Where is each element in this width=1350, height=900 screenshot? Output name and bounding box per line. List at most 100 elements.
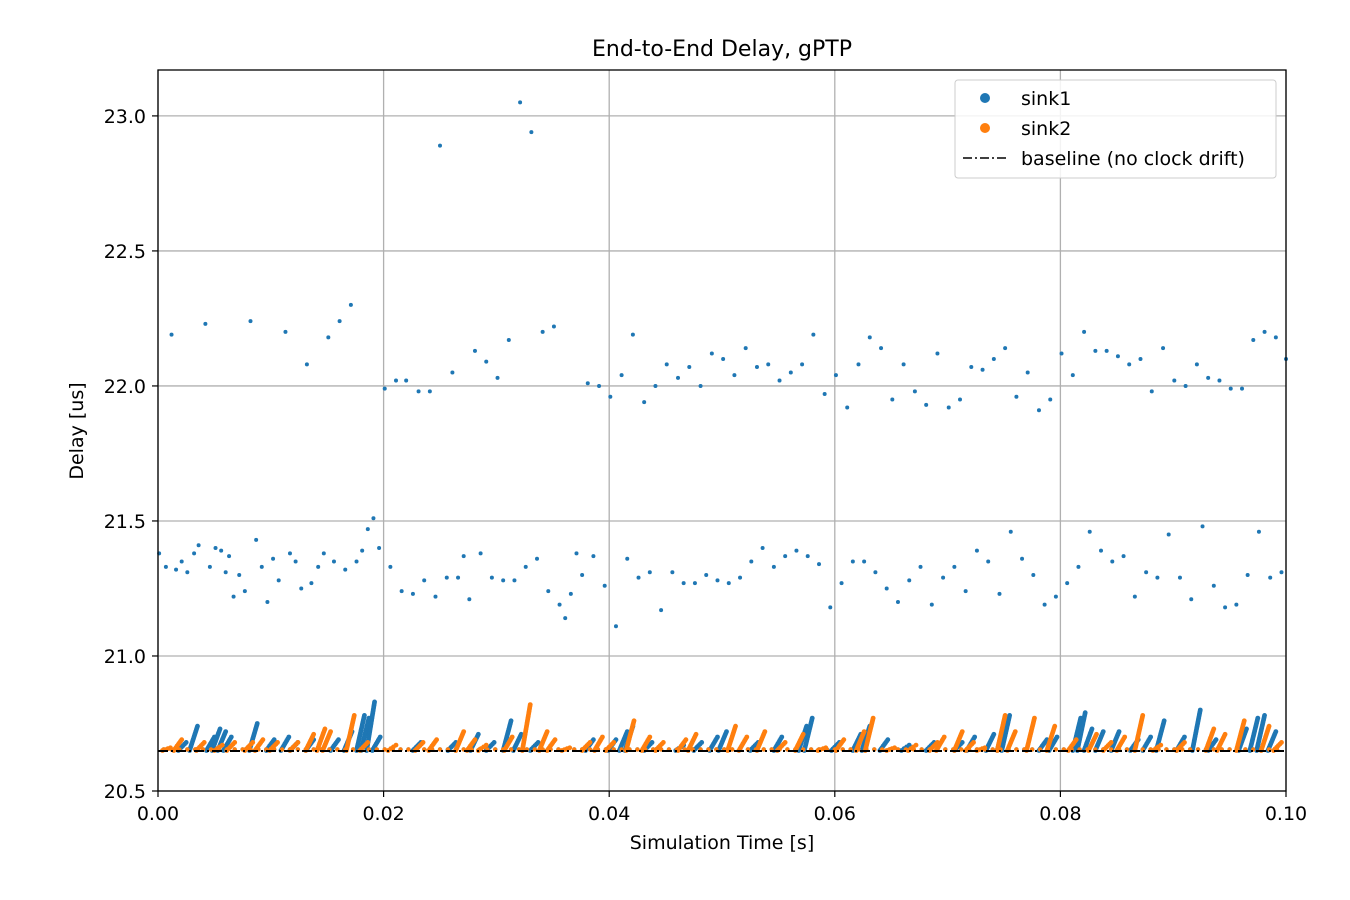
sink1-point [946,405,951,410]
sink2-point [841,737,847,743]
sink1-point [1138,356,1143,361]
sink1-point [1240,386,1245,391]
sink1-point [1020,556,1025,561]
sink2-point [483,742,489,748]
sink1-point [1148,734,1154,740]
sink1-point [237,572,242,577]
sink2-point [567,745,573,751]
x-tick-label: 0.02 [362,803,404,825]
sink2-point [782,739,788,745]
sink1-point [625,556,630,561]
sink2-point [941,734,947,740]
sink1-point [195,723,200,729]
sink1-point [185,570,190,575]
sink1-point [1245,572,1250,577]
sink1-point [699,739,705,745]
grid-lines [157,70,1287,792]
sink1-point [360,548,365,553]
sink1-point [602,583,607,588]
sink2-point [971,739,976,745]
legend-sink1-marker [980,93,990,103]
sink2-point [959,729,965,734]
sink1-point [608,394,613,399]
sink2-point [913,742,919,748]
sink1-point [828,605,833,610]
sink1-point [724,729,729,734]
sink1-point [1007,712,1013,718]
sink1-point [331,559,336,564]
sink1-point [709,351,714,356]
sink1-point [183,739,189,745]
sink1-point [636,575,641,580]
sink1-point [907,578,912,583]
sink1-point [271,737,277,743]
sink2-point [393,742,399,748]
sink2-baseline-point [729,747,735,752]
sink2-point [1211,726,1217,732]
legend-sink1-label: sink1 [1021,88,1071,110]
y-tick-label: 20.5 [104,781,146,803]
x-tick-label: 0.00 [137,803,179,825]
sink1-point [192,551,197,556]
sink1-point [963,589,968,594]
sink1-point [901,362,906,367]
sink1-point [906,742,912,748]
sink1-point [377,734,383,740]
sink1-point [508,718,514,724]
sink1-point [754,365,759,370]
sink1-point [1255,715,1261,721]
sink1-point [809,715,815,721]
sink1-point [1144,570,1149,575]
sink1-point [879,346,884,351]
sink1-point [1228,386,1233,391]
sink2-point [420,739,426,745]
sink1-point [1256,529,1261,534]
sink1-point [259,564,264,569]
x-axis-title: Simulation Time [s] [630,832,815,854]
sink1-point [1116,729,1122,734]
sink2-point [800,731,806,737]
sink1-point [822,392,827,397]
sink2-point [295,739,301,745]
sink1-point [1110,559,1115,564]
sink1-point [276,578,281,583]
sink1-point [952,564,957,569]
sink1-point [591,554,596,559]
legend-box [954,79,1277,179]
sink2-baseline-point [532,747,537,752]
sink1-point [1200,524,1205,529]
sink1-point [1099,548,1104,553]
sink2-point [744,734,750,740]
sink2-point [611,739,617,745]
sink1-point [885,737,891,743]
sink1-point [283,329,288,334]
sink1-point [630,332,635,337]
sink1-point [518,100,523,105]
sink1-point [501,578,506,583]
sink2-point [1182,739,1187,745]
sink1-point [287,551,292,556]
sink2-point [322,726,328,732]
sink1-point [399,589,404,594]
sink1-point [642,400,647,405]
sink1-point [862,559,867,564]
sink1-point [354,559,359,564]
sink1-point [546,589,551,594]
sink1-point [286,734,292,740]
sink1-point [805,554,810,559]
sink2-point [870,715,876,721]
sink1-point [1273,335,1278,340]
sink2-baseline-point [958,747,964,752]
sink2-point [1140,712,1146,718]
sink1-point [1076,564,1081,569]
sink1-point [231,594,236,599]
sink1-point [382,386,387,391]
sink1-point [163,564,168,569]
sink2-point [461,729,467,734]
sink1-point [299,586,304,591]
sink1-point [1194,362,1199,367]
sink1-point [1197,707,1203,713]
sink1-point [293,559,298,564]
sink1-point [1262,329,1267,334]
sink1-point [929,602,934,607]
